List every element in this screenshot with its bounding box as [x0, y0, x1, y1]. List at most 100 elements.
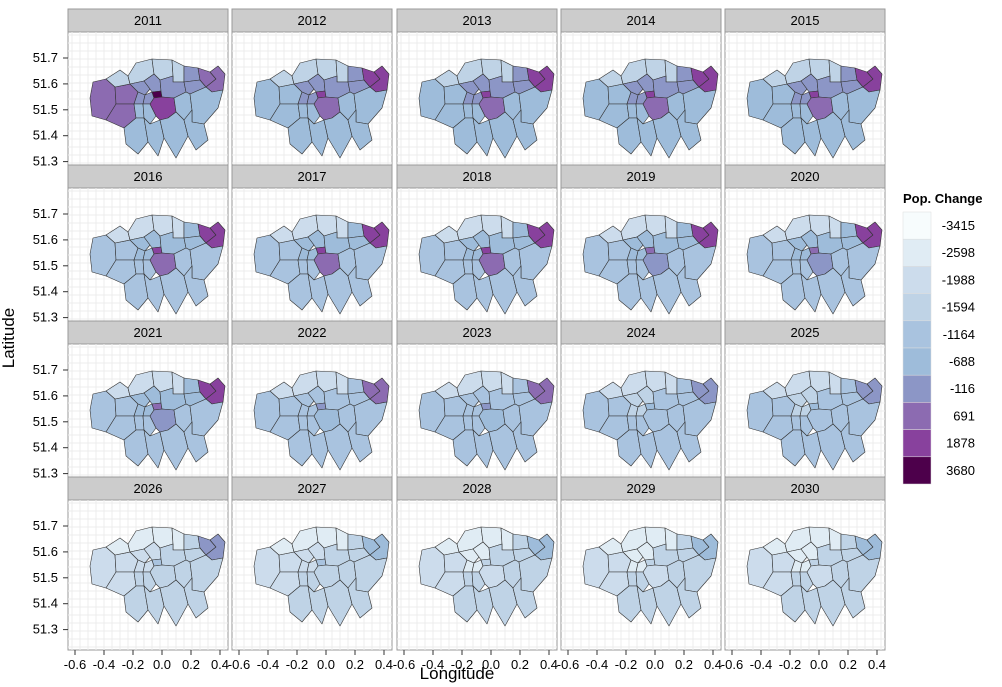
borough-c1	[293, 236, 315, 252]
borough-s2	[306, 103, 321, 125]
legend-item: 3680	[902, 456, 975, 485]
borough-s1	[790, 571, 802, 587]
borough-e2	[512, 221, 530, 239]
borough-c1	[458, 548, 480, 564]
borough-e2	[840, 377, 858, 395]
legend-item: -3415	[902, 211, 975, 240]
facet-label: 2026	[134, 481, 163, 496]
facet-panel-2012: 2012	[231, 8, 393, 183]
london-map	[253, 526, 390, 627]
legend-swatch	[902, 238, 932, 267]
y-tick-label: 51.3	[33, 310, 58, 325]
borough-s2	[306, 259, 321, 281]
borough-c1	[293, 80, 315, 96]
borough-s1	[297, 103, 309, 119]
x-tick-label: 0.2	[182, 657, 200, 672]
legend-label: -2598	[942, 245, 975, 260]
borough-c1	[622, 548, 644, 564]
borough-e2	[347, 221, 365, 239]
facet-panel-2022: 2022	[231, 320, 393, 495]
borough-s2	[306, 415, 321, 437]
x-tick-label: 0.2	[511, 657, 529, 672]
legend-label: 3680	[946, 463, 975, 478]
borough-s2	[471, 259, 486, 281]
borough-e2	[676, 533, 694, 551]
borough-s9	[676, 577, 702, 619]
borough-c1	[129, 548, 151, 564]
borough-s2	[471, 415, 486, 437]
facet-panel-2020: 2020	[724, 164, 886, 339]
legend-label: -116	[950, 381, 975, 396]
x-axes: -0.6 -0.4 -0.2 0.0 0.2 0.4-0.6 -0.4 -0.2 0.0 0.2 0…	[64, 650, 886, 672]
legend-label: 1878	[946, 436, 975, 451]
borough-s2	[635, 103, 650, 125]
borough-s9	[512, 577, 538, 619]
borough-e2	[512, 377, 530, 395]
x-tick-label: -0.4	[93, 657, 115, 672]
borough-s1	[133, 259, 145, 275]
borough-s2	[799, 415, 814, 437]
london-map	[582, 526, 719, 627]
x-axis-col-1: -0.6 -0.4 -0.2 0.0 0.2 0.4	[64, 650, 229, 672]
london-map	[253, 214, 390, 315]
facet-panel-2014: 2014	[560, 8, 722, 183]
london-map	[418, 526, 555, 627]
borough-s2	[635, 415, 650, 437]
borough-s1	[626, 571, 638, 587]
borough-s1	[462, 415, 474, 431]
borough-s1	[133, 571, 145, 587]
borough-s1	[462, 103, 474, 119]
london-map	[89, 214, 226, 315]
borough-s9	[840, 265, 866, 307]
legend-item: 691	[902, 402, 975, 430]
facet-panel-2024: 2024	[560, 320, 722, 495]
legend-swatch	[902, 211, 932, 240]
y-tick-label: 51.7	[33, 50, 58, 65]
y-tick-label: 51.3	[33, 466, 58, 481]
borough-s2	[635, 259, 650, 281]
borough-s9	[676, 109, 702, 151]
borough-e2	[676, 221, 694, 239]
london-map	[746, 370, 883, 471]
borough-e2	[183, 533, 201, 551]
facet-label: 2021	[134, 325, 163, 340]
x-tick-label: -0.6	[721, 657, 743, 672]
borough-s1	[462, 259, 474, 275]
x-tick-label: 0.2	[346, 657, 364, 672]
x-tick-label: -0.2	[122, 657, 144, 672]
borough-e2	[676, 377, 694, 395]
london-map	[253, 370, 390, 471]
y-tick-label: 51.5	[33, 102, 58, 117]
y-axis-row-4: 51.7 51.6 51.5 51.4 51.3	[33, 518, 68, 637]
london-map	[582, 214, 719, 315]
facet-panel-2018: 2018	[396, 164, 558, 339]
borough-e2	[676, 65, 694, 83]
borough-s2	[799, 259, 814, 281]
legend-item: 1878	[902, 429, 975, 458]
legend-swatch	[902, 429, 932, 458]
facet-label: 2022	[298, 325, 327, 340]
london-map	[746, 214, 883, 315]
x-tick-label: -0.6	[393, 657, 415, 672]
x-tick-label: -0.2	[286, 657, 308, 672]
borough-s9	[183, 577, 209, 619]
facet-panel-2028: 2028	[396, 476, 558, 651]
borough-s9	[347, 265, 373, 307]
borough-s2	[306, 571, 321, 593]
borough-s9	[512, 265, 538, 307]
facet-label: 2023	[463, 325, 492, 340]
facet-label: 2027	[298, 481, 327, 496]
borough-s1	[462, 571, 474, 587]
facet-panel-2016: 2016	[67, 164, 229, 339]
facet-panel-2025: 2025	[724, 320, 886, 495]
x-axis-title: Longitude	[420, 664, 495, 683]
x-tick-label: 0.2	[839, 657, 857, 672]
facet-label: 2012	[298, 13, 327, 28]
london-map	[89, 526, 226, 627]
borough-c1	[622, 80, 644, 96]
y-axis-row-1: 51.7 51.6 51.5 51.4 51.3	[33, 50, 68, 169]
y-tick-label: 51.6	[33, 76, 58, 91]
borough-c1	[129, 236, 151, 252]
borough-e2	[183, 221, 201, 239]
